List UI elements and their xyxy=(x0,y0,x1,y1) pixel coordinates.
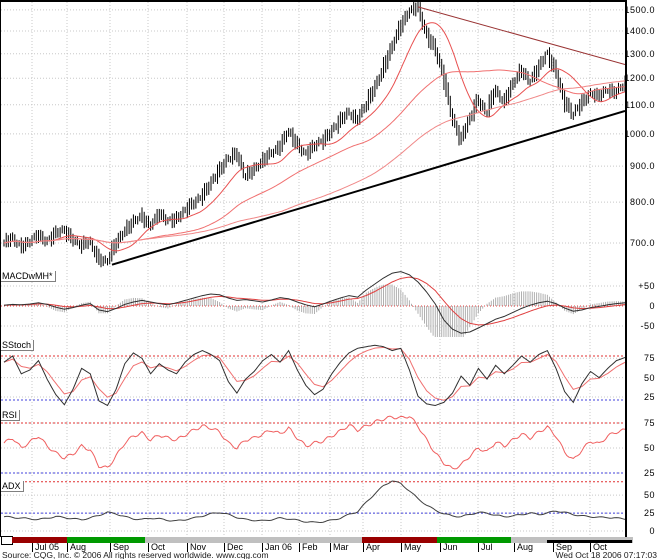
x-axis-tick xyxy=(148,543,149,552)
x-axis-tick xyxy=(187,543,188,552)
y-axis-label: 25 xyxy=(643,392,655,402)
y-axis-label: 75 xyxy=(643,353,655,363)
month-label: Aug xyxy=(70,542,87,552)
price-bars xyxy=(3,2,625,268)
y-axis-label: -50 xyxy=(640,321,655,331)
month-label: Aug xyxy=(517,542,534,552)
x-axis-tick xyxy=(299,543,300,552)
timeline-segment[interactable] xyxy=(145,537,362,543)
month-label: Sep xyxy=(556,542,573,552)
y-axis-label: 1500.0 xyxy=(624,5,655,15)
rsi-panel-label: RSI xyxy=(1,410,21,421)
x-axis-tick xyxy=(440,543,441,552)
y-axis-label: 25 xyxy=(643,508,655,518)
month-label: Jun xyxy=(443,542,458,552)
y-axis-label: 1400.0 xyxy=(624,26,655,36)
x-axis-tick xyxy=(262,543,263,552)
y-axis-label: 75 xyxy=(643,418,655,428)
y-axis-label: 1200.0 xyxy=(624,73,655,83)
rsi-line xyxy=(3,415,625,470)
x-axis-tick xyxy=(330,543,331,552)
y-axis-label: 1100.0 xyxy=(625,100,655,110)
x-axis-tick xyxy=(401,543,402,552)
timeline-segment-shadow xyxy=(547,540,632,543)
month-label: May xyxy=(404,542,422,552)
timeline-segment[interactable] xyxy=(362,537,437,543)
month-label: Jul xyxy=(481,542,493,552)
y-axis-label: 50 xyxy=(643,490,655,500)
month-label: Oct xyxy=(151,542,166,552)
macd-line xyxy=(3,271,625,334)
y-axis-label: 50 xyxy=(643,373,655,383)
y-axis-label: 900.0 xyxy=(629,161,655,171)
x-axis-tick xyxy=(32,543,33,552)
month-label: Nov xyxy=(190,542,207,552)
macd-signal-line xyxy=(3,276,625,326)
y-axis-label: 700.0 xyxy=(629,238,655,248)
x-axis-tick xyxy=(553,543,554,552)
x-axis-tick xyxy=(224,543,225,552)
y-axis-label: +50 xyxy=(638,281,655,291)
timeline-segment[interactable] xyxy=(67,537,145,543)
month-label: Apr xyxy=(366,542,381,552)
x-axis-tick xyxy=(110,543,111,552)
border-left xyxy=(0,0,1,537)
macd-panel-label: MACDwMH* xyxy=(1,271,56,282)
month-label: Feb xyxy=(302,542,318,552)
y-axis-label: 800.0 xyxy=(629,197,655,207)
support-trendline xyxy=(111,109,625,266)
month-label: Mar xyxy=(333,542,349,552)
source-credit: Source: CQG, Inc. © 2006 All rights rese… xyxy=(2,550,269,559)
stoch-k-line xyxy=(3,344,625,407)
y-axis-label: 50 xyxy=(643,443,655,453)
x-axis-tick xyxy=(590,543,591,552)
y-axis-label: 0 xyxy=(649,526,655,536)
stoch-panel-label: SStoch xyxy=(1,340,35,351)
x-axis-tick xyxy=(478,543,479,552)
month-label: Jan 06 xyxy=(265,542,293,552)
timestamp: Wed Oct 18 2006 07:17:03 xyxy=(555,550,657,559)
x-axis-tick xyxy=(363,543,364,552)
month-label: Sep xyxy=(113,542,130,552)
y-axis-label: 1300.0 xyxy=(624,49,655,59)
adx-line xyxy=(3,480,625,524)
macd-histogram xyxy=(5,284,625,337)
month-label: Jul 05 xyxy=(35,542,60,552)
resistance-trendline xyxy=(417,6,625,65)
month-label: Dec xyxy=(227,542,244,552)
x-axis-tick xyxy=(67,543,68,552)
timeline-scrollbar[interactable] xyxy=(1,536,633,545)
stoch-d-line xyxy=(3,346,625,401)
adx-panel-label: ADX xyxy=(1,481,24,492)
x-axis-tick xyxy=(514,543,515,552)
timeline-segment[interactable] xyxy=(437,537,511,543)
y-axis-label: 1000.0 xyxy=(624,129,655,139)
border-bottom xyxy=(0,0,627,2)
y-axis-label: 25 xyxy=(643,468,655,478)
timeline-segment[interactable] xyxy=(12,537,67,543)
month-label: Oct xyxy=(593,542,608,552)
y-axis-label: 0 xyxy=(649,301,655,311)
border-right xyxy=(625,0,627,537)
